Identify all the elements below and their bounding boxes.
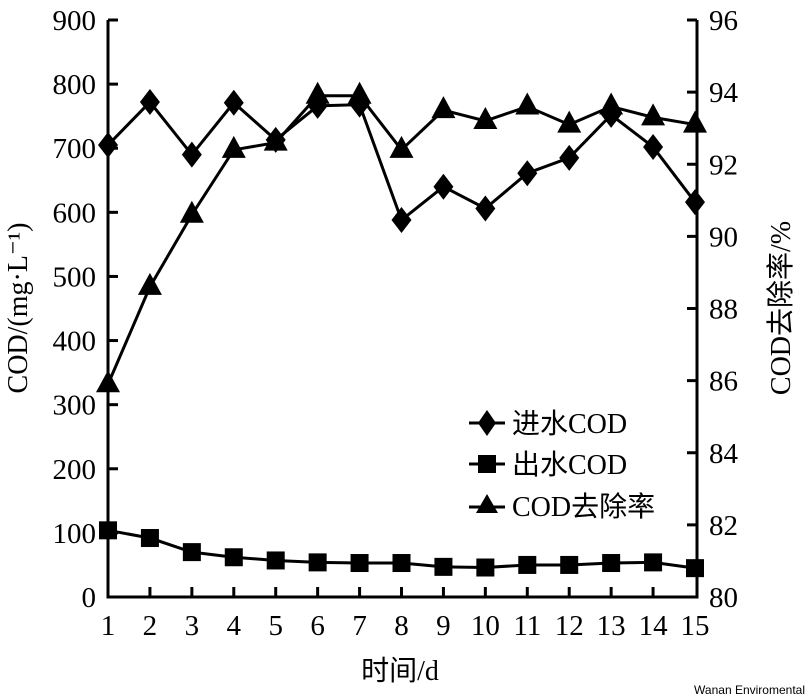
triangle-marker-icon xyxy=(557,110,582,133)
y-tick-label: 100 xyxy=(53,518,97,550)
x-axis-title: 时间/d xyxy=(361,655,439,687)
triangle-marker-icon xyxy=(476,494,498,513)
y-tick-label: 500 xyxy=(53,261,97,293)
legend-label: 进水COD xyxy=(512,408,627,440)
x-tick-label: 13 xyxy=(597,610,626,642)
series-triangle xyxy=(96,81,707,393)
x-tick-label: 12 xyxy=(555,610,584,642)
x-tick-label: 11 xyxy=(513,610,541,642)
triangle-marker-icon xyxy=(683,110,707,133)
legend-label: COD去除率 xyxy=(512,491,655,523)
y-tick-label: 200 xyxy=(53,454,97,486)
square-marker-icon xyxy=(602,554,621,573)
y-right-tick-label: 88 xyxy=(709,294,738,326)
y-right-tick-label: 84 xyxy=(709,438,739,470)
y-axis-title-right: COD去除率/% xyxy=(765,221,797,395)
series-layer xyxy=(96,81,707,578)
diamond-marker-icon xyxy=(433,173,454,200)
diamond-marker-icon xyxy=(559,144,580,171)
square-marker-icon xyxy=(224,548,243,567)
y-tick-label: 400 xyxy=(53,326,97,358)
x-tick-label: 15 xyxy=(681,610,710,642)
legend-item-removal-rate: COD去除率 xyxy=(469,491,655,523)
y-tick-label: 800 xyxy=(53,69,97,101)
y-right-tick-label: 80 xyxy=(709,582,738,614)
legend-item-influent: 进水COD xyxy=(469,408,627,440)
triangle-marker-icon xyxy=(263,128,288,151)
square-marker-icon xyxy=(518,555,537,574)
y-tick-label: 700 xyxy=(53,133,97,165)
x-tick-label: 7 xyxy=(352,610,367,642)
series-square xyxy=(99,521,704,578)
square-marker-icon xyxy=(350,554,369,573)
y-right-tick-label: 96 xyxy=(709,5,738,37)
triangle-marker-icon xyxy=(431,96,456,119)
watermark: Wanan Enviromental xyxy=(694,683,805,697)
triangle-marker-icon xyxy=(96,370,120,393)
diamond-marker-icon xyxy=(478,410,496,436)
y-right-tick-label: 94 xyxy=(709,77,739,109)
triangle-marker-icon xyxy=(641,103,666,126)
square-marker-icon xyxy=(308,553,327,572)
x-tick-label: 9 xyxy=(436,610,451,642)
y-right-tick-label: 82 xyxy=(709,510,738,542)
diamond-marker-icon xyxy=(391,207,412,234)
x-tick-label: 4 xyxy=(227,610,242,642)
y-tick-label: 0 xyxy=(82,582,97,614)
triangle-marker-icon xyxy=(389,135,414,158)
x-tick-label: 5 xyxy=(268,610,283,642)
triangle-marker-icon xyxy=(599,92,624,115)
triangle-marker-icon xyxy=(305,81,330,104)
square-marker-icon xyxy=(392,554,411,573)
square-marker-icon xyxy=(182,543,201,562)
y-axis-title-left: COD/(mg·L⁻¹) xyxy=(3,223,34,394)
square-marker-icon xyxy=(478,455,496,473)
y-tick-label: 300 xyxy=(53,390,97,422)
triangle-marker-icon xyxy=(347,81,372,104)
square-marker-icon xyxy=(434,557,453,576)
square-marker-icon xyxy=(560,555,579,574)
left-y-axis: 0 100 200 300 400 500 600 700 800 900 xyxy=(53,5,118,614)
square-marker-icon xyxy=(686,559,704,578)
x-tick-label: 10 xyxy=(471,610,500,642)
x-tick-label: 14 xyxy=(639,610,669,642)
legend-item-effluent: 出水COD xyxy=(469,449,627,481)
x-tick-label: 2 xyxy=(143,610,158,642)
y-right-tick-label: 90 xyxy=(709,221,738,253)
triangle-marker-icon xyxy=(137,272,162,295)
y-tick-label: 600 xyxy=(53,197,97,229)
legend-label: 出水COD xyxy=(512,449,627,481)
square-marker-icon xyxy=(99,521,117,540)
diamond-marker-icon xyxy=(517,160,538,187)
right-y-axis: 80 82 84 86 88 90 92 94 96 xyxy=(687,5,739,614)
triangle-marker-icon xyxy=(515,92,540,115)
diamond-marker-icon xyxy=(685,189,705,216)
legend: 进水COD 出水COD COD去除率 xyxy=(469,408,655,523)
x-tick-label: 8 xyxy=(394,610,409,642)
triangle-marker-icon xyxy=(221,135,246,158)
y-right-tick-label: 86 xyxy=(709,366,738,398)
y-right-tick-label: 92 xyxy=(709,149,738,181)
diamond-marker-icon xyxy=(181,141,202,168)
diamond-marker-icon xyxy=(475,195,496,222)
x-tick-label: 3 xyxy=(185,610,200,642)
square-marker-icon xyxy=(266,551,285,570)
diamond-marker-icon xyxy=(223,89,244,116)
square-marker-icon xyxy=(476,558,495,577)
diamond-marker-icon xyxy=(98,132,118,159)
triangle-marker-icon xyxy=(473,106,498,129)
triangle-marker-icon xyxy=(179,200,204,223)
square-marker-icon xyxy=(644,553,663,572)
x-tick-label: 1 xyxy=(101,610,116,642)
square-marker-icon xyxy=(140,529,159,548)
y-tick-label: 900 xyxy=(53,5,97,37)
x-tick-label: 6 xyxy=(310,610,325,642)
diamond-marker-icon xyxy=(139,89,160,116)
x-axis: 1 2 3 4 5 6 7 8 9 10 11 12 13 14 15 xyxy=(101,587,710,642)
diamond-marker-icon xyxy=(643,133,664,160)
